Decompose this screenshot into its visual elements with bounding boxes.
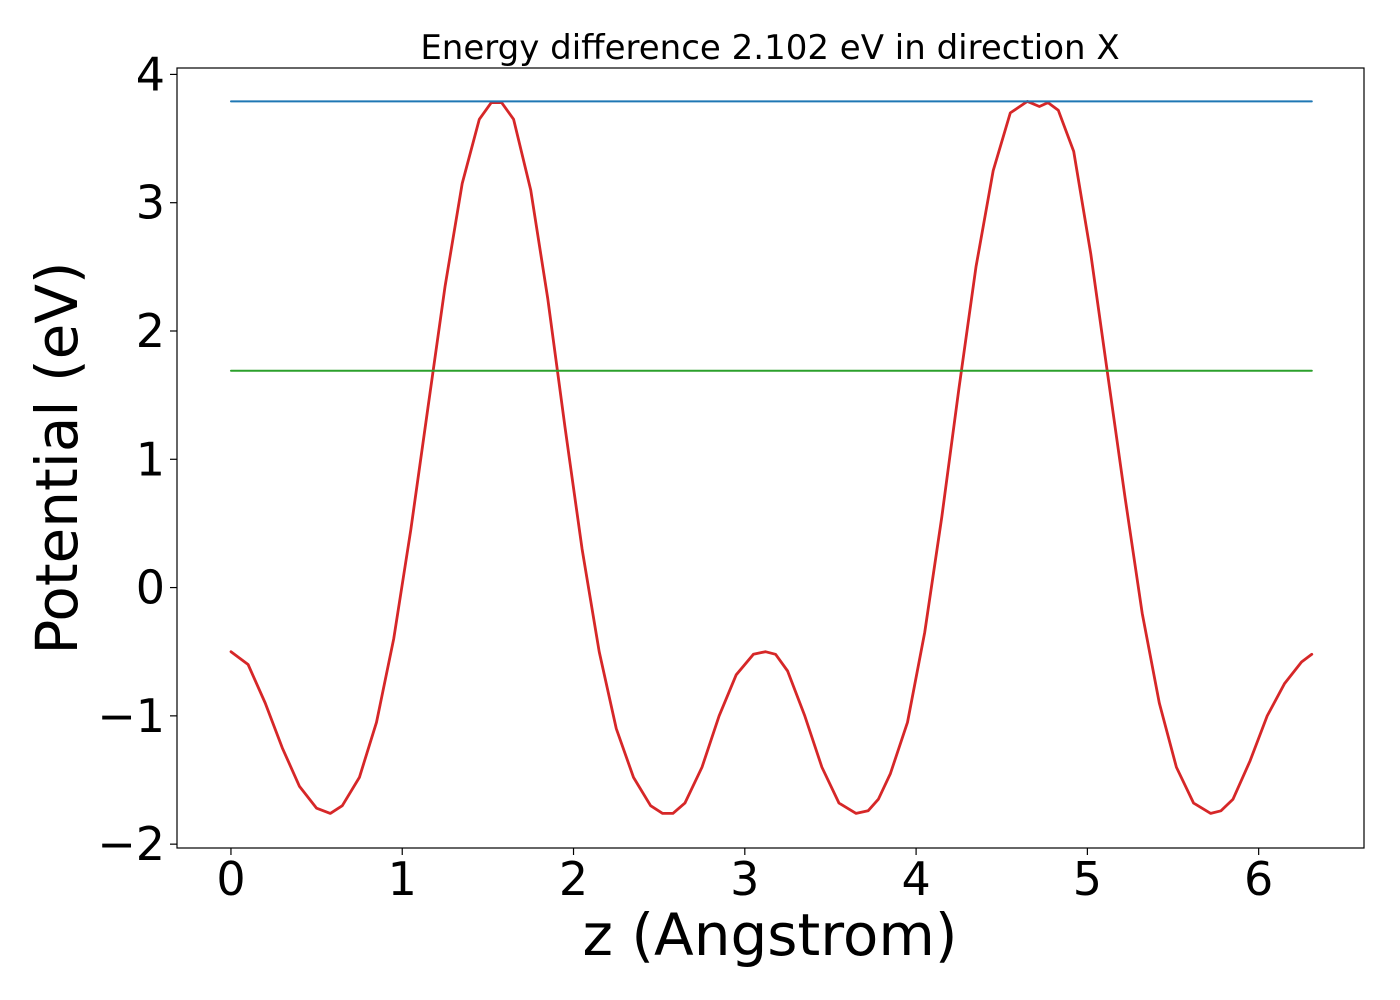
y-tick-label: 3 [136, 176, 165, 230]
plot-frame [176, 67, 1365, 849]
series-layer [229, 100, 1314, 815]
x-axis: 0 1 2 3 4 5 6 [216, 848, 1273, 906]
plot-area [176, 67, 1365, 849]
y-axis: −2 −1 0 1 2 3 4 [97, 47, 177, 871]
x-tick-label: 5 [1073, 852, 1102, 906]
y-tick-label: 0 [136, 561, 165, 615]
y-axis-label: Potential (eV) [23, 261, 91, 654]
x-tick-label: 3 [730, 852, 759, 906]
chart-title: Energy difference 2.102 eV in direction … [420, 28, 1119, 68]
x-tick-label: 0 [216, 852, 245, 906]
y-tick-label: −1 [97, 689, 165, 743]
x-axis-label: z (Angstrom) [583, 901, 958, 969]
x-tick-label: 1 [388, 852, 417, 906]
y-tick-label: −2 [97, 817, 165, 871]
y-tick-label: 1 [136, 432, 165, 486]
y-tick-label: 2 [136, 304, 165, 358]
x-tick-label: 4 [901, 852, 930, 906]
y-tick-label: 4 [136, 47, 165, 101]
series-line-0 [229, 100, 1314, 815]
x-tick-label: 6 [1244, 852, 1273, 906]
x-tick-label: 2 [559, 852, 588, 906]
